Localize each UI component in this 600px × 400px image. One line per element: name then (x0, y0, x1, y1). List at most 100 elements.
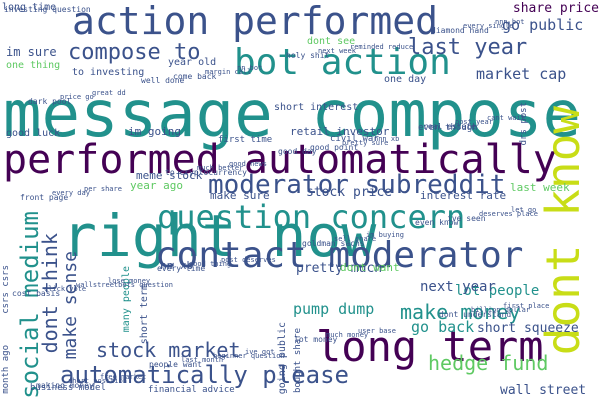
cloud-word: dont want (340, 261, 400, 274)
cloud-word: good day (278, 147, 317, 156)
cloud-word: dark pool (28, 97, 72, 106)
cloud-word: dont know (536, 106, 590, 356)
cloud-word: pump dump (293, 300, 375, 318)
cloud-word: people want (149, 360, 202, 369)
cloud-word: pretty sure (342, 139, 389, 147)
cloud-word: user base (358, 327, 396, 335)
cloud-word: financial advice (148, 385, 235, 395)
cloud-word: good news (229, 160, 267, 168)
cloud-word: great dd (92, 89, 126, 97)
cloud-word: next year (420, 279, 496, 295)
cloud-word: good luck (6, 128, 61, 139)
cloud-word: every day (52, 189, 90, 197)
cloud-word: long term (316, 322, 544, 371)
cloud-word: contact moderator (155, 235, 524, 276)
cloud-word: last week (510, 181, 570, 194)
cloud-word: many people (121, 266, 132, 333)
cloud-word: deserves place (479, 210, 539, 218)
cloud-word: make sense (60, 251, 81, 360)
cloud-word: bot action (234, 42, 451, 83)
cloud-word: meme stock (136, 169, 203, 182)
cloud-word: long time (2, 2, 57, 13)
cloud-word: moderator subreddit (208, 170, 506, 200)
cloud-word: lot money (294, 335, 338, 344)
cloud-word: every time (157, 264, 206, 273)
cloud-word: let go (511, 206, 537, 214)
cloud-word: wall street (500, 383, 587, 398)
cloud-word: month ago (1, 345, 11, 394)
cloud-word: cant wait (487, 114, 525, 122)
cloud-word: wallstreetbets question (76, 281, 173, 289)
cloud-word: good point (310, 143, 359, 152)
cloud-word: market cap (476, 65, 567, 83)
cloud-word: action performed (72, 0, 439, 43)
cloud-word: good thing (189, 260, 232, 268)
cloud-word: margin call (205, 68, 252, 76)
cloud-word: share price (512, 1, 599, 16)
cloud-word: next week (318, 47, 356, 55)
cloud-word: post year (455, 118, 493, 126)
cloud-word: automatically please (60, 361, 349, 389)
cloud-word: short interest (274, 102, 359, 113)
cloud-word: im buying (366, 231, 404, 239)
cloud-word: interest rate (420, 189, 507, 202)
cloud-word: make money (400, 300, 521, 324)
cloud-word: nn xb (160, 259, 194, 272)
cloud-word: make sure (210, 189, 270, 202)
cloud-word: well done (141, 76, 185, 85)
cloud-word: billion dollar (471, 306, 531, 314)
cloud-word: first place (503, 302, 550, 310)
cloud-word: pretty much (296, 261, 383, 276)
cloud-word: drs post (519, 102, 529, 146)
cloud-word: sell share (334, 235, 377, 243)
cloud-word: go public (502, 16, 584, 34)
cloud-word: investing question (4, 5, 91, 14)
cloud-word: much better (197, 164, 244, 172)
cloud-word: retail investor (290, 125, 390, 138)
cloud-word: lot people (455, 283, 540, 299)
cloud-word: stock market (96, 338, 241, 362)
cloud-word: year old (168, 57, 217, 68)
cloud-word: diamond hand (431, 26, 489, 35)
cloud-word: right now (62, 202, 377, 270)
cloud-word: year ago (130, 179, 183, 192)
cloud-word: cost basis (12, 289, 61, 298)
cloud-word: come back (173, 72, 217, 81)
cloud-word: business model (30, 383, 106, 393)
cloud-word: one day (384, 74, 427, 85)
cloud-word: making money (36, 381, 94, 390)
cloud-word: per share (84, 185, 122, 193)
cloud-word: last year (408, 35, 528, 60)
cloud-word: real estate (423, 122, 476, 131)
cloud-word: even though (418, 123, 478, 133)
cloud-word: nnn xb (374, 135, 400, 143)
cloud-word: free market (100, 373, 147, 381)
cloud-word: performed automatically (3, 137, 557, 183)
cloud-word: much money (326, 331, 369, 339)
cloud-word: hedge fund (428, 351, 549, 375)
cloud-word: first time (218, 135, 273, 145)
cloud-word: nn bot (237, 64, 263, 72)
cloud-word: dont see (307, 36, 356, 47)
cloud-word: post deserves (221, 256, 276, 264)
cloud-word: im going (128, 125, 181, 138)
cloud-word: goldman sachs (302, 239, 365, 248)
cloud-word: click vote (44, 285, 87, 293)
cloud-word: beginner question (213, 352, 285, 360)
cloud-word: front page (20, 193, 69, 202)
cloud-word: to cryptocurrency (165, 168, 247, 177)
cloud-word: short term (139, 284, 150, 345)
cloud-word: go back (411, 318, 475, 336)
cloud-word: ive seen (447, 214, 486, 223)
cloud-word: even know (415, 218, 459, 227)
cloud-word: ive got (245, 348, 275, 356)
cloud-word: csrs csrs (1, 265, 11, 314)
cloud-word: price go (60, 93, 94, 101)
cloud-word: compose to (68, 40, 201, 65)
cloud-word: message compose (3, 78, 581, 152)
cloud-word: every single (463, 22, 514, 30)
cloud-word: lose money (108, 277, 151, 285)
cloud-word: short position (68, 377, 128, 385)
cloud-word: dont understand (439, 310, 512, 319)
